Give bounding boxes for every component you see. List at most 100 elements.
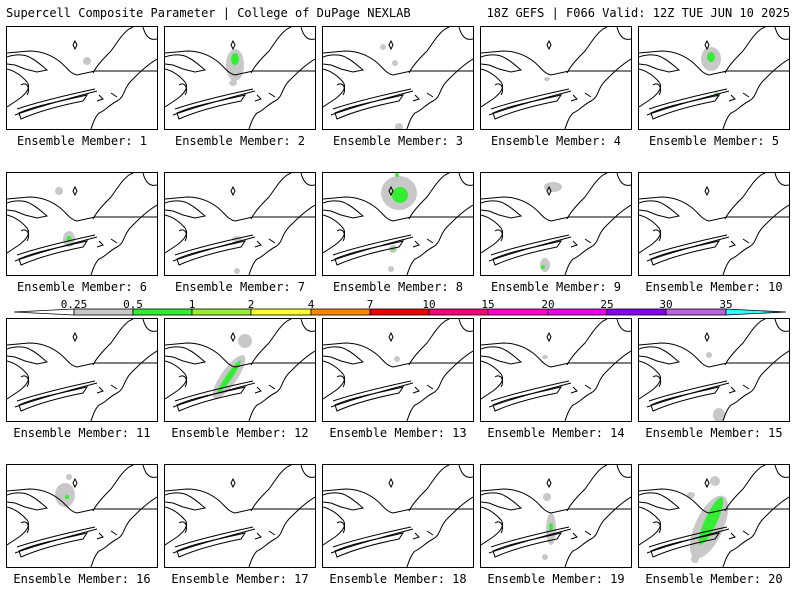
coastline-border-lines bbox=[481, 465, 631, 567]
scp-contour-gray bbox=[395, 123, 403, 129]
colorbar-segment bbox=[547, 308, 608, 316]
colorbar-threshold-label: 4 bbox=[307, 298, 315, 311]
colorbar-threshold-label: 7 bbox=[366, 298, 374, 311]
colorbar-threshold-label: 0.25 bbox=[60, 298, 88, 311]
map-outline bbox=[481, 27, 631, 129]
scp-contour-gray bbox=[710, 476, 720, 486]
ensemble-member-label: Ensemble Member: 4 bbox=[490, 134, 622, 148]
valid-time-label: 18Z GEFS | F066 Valid: 12Z TUE JUN 10 20… bbox=[486, 6, 790, 20]
colorbar-segment bbox=[606, 308, 667, 316]
scp-contour-gray bbox=[713, 408, 725, 421]
scp-contour-green bbox=[65, 495, 69, 499]
map-outline bbox=[639, 27, 789, 129]
colorbar-upper-arrow bbox=[725, 308, 787, 316]
ensemble-member-label: Ensemble Member: 9 bbox=[490, 280, 622, 294]
colorbar-threshold-label: 15 bbox=[481, 298, 495, 311]
map-outline bbox=[7, 27, 157, 129]
ensemble-member-label: Ensemble Member: 19 bbox=[487, 572, 625, 586]
ensemble-member-label: Ensemble Member: 11 bbox=[13, 426, 151, 440]
map-outline bbox=[7, 173, 157, 275]
map-outline bbox=[165, 27, 315, 129]
coastline-border-lines bbox=[7, 319, 157, 421]
scp-contour-gray bbox=[687, 492, 695, 498]
scp-contour-gray bbox=[544, 77, 550, 81]
map-outline bbox=[7, 465, 157, 567]
colorbar-threshold-label: 20 bbox=[541, 298, 555, 311]
ensemble-member-label: Ensemble Member: 5 bbox=[648, 134, 780, 148]
page-title: Supercell Composite Parameter | College … bbox=[6, 6, 411, 20]
scp-contour-green bbox=[217, 360, 241, 394]
coastline-border-lines bbox=[323, 173, 473, 275]
scp-contour-gray bbox=[234, 268, 240, 274]
colorbar-segment bbox=[487, 308, 549, 316]
coastline-border-lines bbox=[323, 465, 473, 567]
colorbar-segment bbox=[310, 308, 371, 316]
ensemble-member-map bbox=[322, 318, 474, 422]
scp-contour-gray bbox=[706, 352, 712, 358]
map-outline bbox=[481, 465, 631, 567]
scp-contour-gray bbox=[691, 555, 699, 563]
scp-contour-green bbox=[392, 187, 408, 203]
scp-contour-gray bbox=[540, 258, 550, 272]
ensemble-member-map bbox=[322, 26, 474, 130]
scp-contour-gray bbox=[544, 182, 562, 192]
ensemble-member-label: Ensemble Member: 16 bbox=[13, 572, 151, 586]
coastline-border-lines bbox=[7, 173, 157, 275]
colorbar-threshold-label: 25 bbox=[600, 298, 614, 311]
ensemble-member-label: Ensemble Member: 10 bbox=[645, 280, 783, 294]
colorbar-segment bbox=[428, 308, 489, 316]
ensemble-member-map bbox=[480, 318, 632, 422]
ensemble-member-label: Ensemble Member: 3 bbox=[332, 134, 464, 148]
scp-contour-gray bbox=[543, 493, 551, 501]
map-outline bbox=[165, 319, 315, 421]
ensemble-member-map bbox=[164, 464, 316, 568]
ensemble-member-map bbox=[638, 318, 790, 422]
map-outline bbox=[481, 319, 631, 421]
ensemble-member-label: Ensemble Member: 17 bbox=[171, 572, 309, 586]
map-outline bbox=[639, 465, 789, 567]
colorbar-segment bbox=[191, 308, 252, 316]
colorbar-segment bbox=[250, 308, 312, 316]
scp-contour-gray bbox=[83, 57, 91, 65]
colorbar-threshold-label: 35 bbox=[719, 298, 733, 311]
ensemble-member-label: Ensemble Member: 20 bbox=[645, 572, 783, 586]
map-outline bbox=[165, 173, 315, 275]
coastline-border-lines bbox=[639, 27, 789, 129]
coastline-border-lines bbox=[639, 465, 789, 567]
ensemble-member-map bbox=[164, 172, 316, 276]
colorbar-segment bbox=[369, 308, 430, 316]
coastline-border-lines bbox=[481, 173, 631, 275]
ensemble-member-label: Ensemble Member: 14 bbox=[487, 426, 625, 440]
map-outline bbox=[323, 319, 473, 421]
ensemble-member-map bbox=[6, 172, 158, 276]
ensemble-member-map bbox=[638, 464, 790, 568]
ensemble-member-map bbox=[638, 26, 790, 130]
map-outline bbox=[7, 319, 157, 421]
map-outline bbox=[639, 173, 789, 275]
ensemble-member-map bbox=[6, 464, 158, 568]
ensemble-member-map bbox=[6, 26, 158, 130]
map-outline bbox=[323, 27, 473, 129]
scp-contour-gray bbox=[66, 474, 72, 480]
scp-contour-gray bbox=[55, 483, 75, 507]
scp-contour-green bbox=[549, 523, 553, 531]
coastline-border-lines bbox=[481, 319, 631, 421]
colorbar-threshold-label: 30 bbox=[659, 298, 673, 311]
ensemble-member-map bbox=[480, 464, 632, 568]
ensemble-member-label: Ensemble Member: 6 bbox=[16, 280, 148, 294]
scp-contour-green bbox=[707, 52, 715, 62]
color-scale-bar bbox=[13, 308, 787, 316]
coastline-border-lines bbox=[481, 27, 631, 129]
coastline-border-lines bbox=[639, 319, 789, 421]
scp-contour-green bbox=[698, 497, 724, 545]
coastline-border-lines bbox=[165, 319, 315, 421]
scp-contour-gray bbox=[394, 356, 400, 362]
ensemble-member-map bbox=[638, 172, 790, 276]
scp-contour-green bbox=[231, 53, 239, 65]
scp-contour-gray bbox=[388, 266, 394, 272]
scp-contour-gray bbox=[542, 554, 548, 560]
ensemble-member-label: Ensemble Member: 1 bbox=[16, 134, 148, 148]
scp-contour-gray bbox=[229, 80, 237, 86]
coastline-border-lines bbox=[165, 173, 315, 275]
scp-contour-green bbox=[395, 173, 399, 177]
